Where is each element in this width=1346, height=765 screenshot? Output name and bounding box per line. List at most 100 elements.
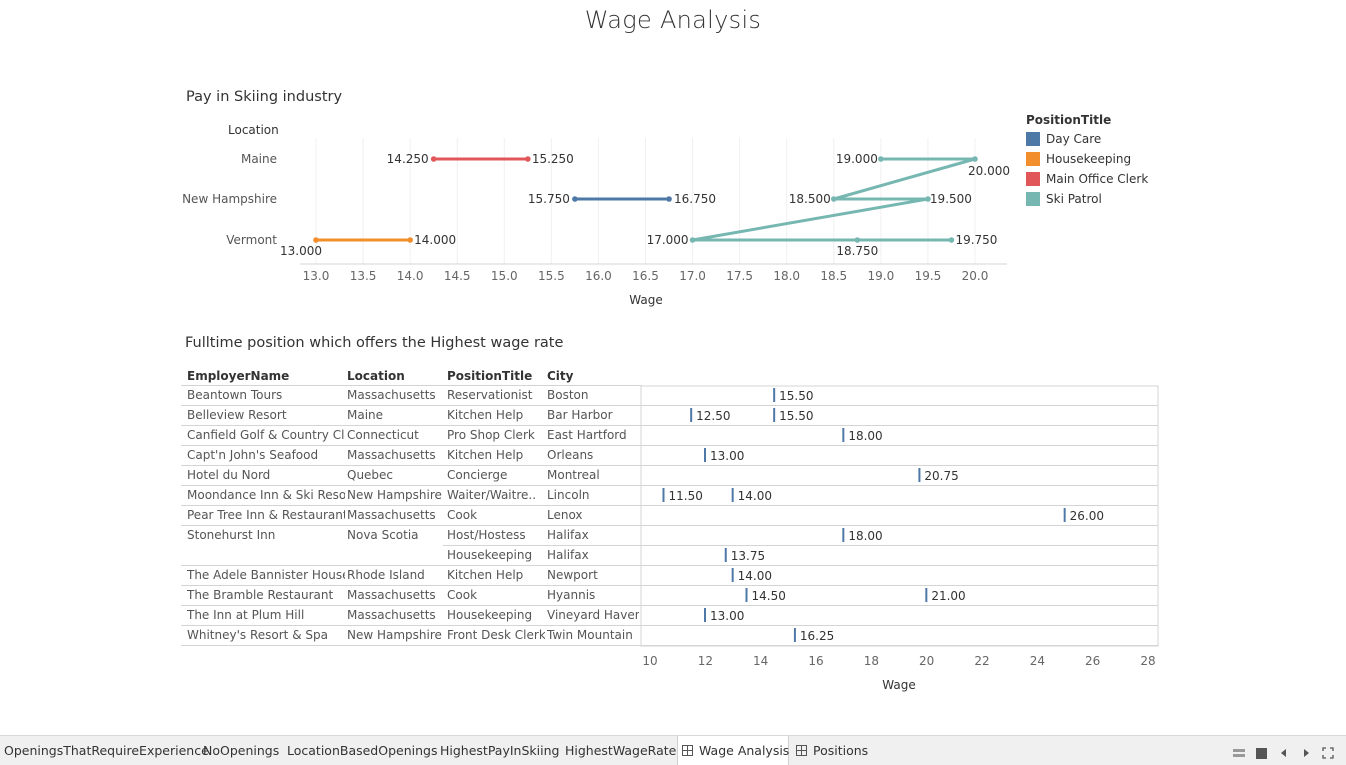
row-divider (181, 405, 1158, 406)
x-tick-label: 13.5 (350, 269, 377, 283)
legend-label: Day Care (1046, 132, 1102, 146)
cell-position: Pro Shop Clerk (447, 428, 535, 442)
cell-position: Front Desk Clerk (447, 628, 545, 642)
row-divider (181, 505, 1158, 506)
row-divider (181, 525, 1158, 526)
wage-label: 14.00 (738, 489, 772, 503)
wage-mark (731, 568, 734, 582)
data-point (430, 156, 437, 162)
cell-location: Nova Scotia (347, 528, 419, 542)
cell-employer: Pear Tree Inn & Restaurant (187, 508, 345, 522)
legend-swatch (1026, 172, 1040, 186)
data-point (972, 156, 978, 162)
tab-label: LocationBasedOpenings (287, 743, 438, 758)
cell-city: Hyannis (547, 588, 596, 602)
tab-highestpayinskiing[interactable]: HighestPayInSkiing (436, 736, 559, 765)
header-position-title[interactable]: PositionTitle (447, 369, 533, 383)
data-point (878, 156, 884, 162)
x-tick-label: 28 (1140, 654, 1155, 668)
data-point (830, 196, 837, 202)
legend-item[interactable]: Housekeeping (1026, 149, 1148, 169)
cell-city: Bar Harbor (547, 408, 613, 422)
cell-employer: Canfield Golf & Country Cl.. (187, 428, 345, 442)
x-tick-label: 18.5 (820, 269, 847, 283)
filmstrip-view-icon[interactable] (1256, 744, 1268, 763)
wage-mark (704, 448, 706, 462)
header-city[interactable]: City (547, 369, 574, 383)
previous-sheet-icon[interactable] (1280, 744, 1288, 763)
tab-label: Wage Analysis (699, 743, 790, 758)
data-label: 15.250 (532, 152, 574, 166)
table-header-divider (181, 385, 642, 386)
cell-position: Host/Hostess (447, 528, 526, 542)
x-tick-label: 20 (919, 654, 934, 668)
wage-label: 12.50 (696, 409, 730, 423)
x-tick-label: 16 (808, 654, 823, 668)
fullscreen-icon[interactable] (1322, 744, 1334, 763)
tab-positions[interactable]: Positions (792, 736, 872, 765)
header-employer-name[interactable]: EmployerName (187, 369, 290, 383)
x-tick-label: 14.5 (444, 269, 471, 283)
x-tick-label: 16.5 (632, 269, 659, 283)
grid-view-icon[interactable] (1233, 744, 1245, 763)
legend-item[interactable]: Ski Patrol (1026, 189, 1148, 209)
x-tick-label: 19.5 (915, 269, 942, 283)
x-tick-label: 16.0 (585, 269, 612, 283)
next-sheet-icon[interactable] (1302, 744, 1310, 763)
tab-locationbasedopenings[interactable]: LocationBasedOpenings (283, 736, 437, 765)
legend-swatch (1026, 192, 1040, 206)
x-axis-title: Wage (882, 678, 915, 692)
tab-label: NoOpenings (203, 743, 280, 758)
cell-employer: Belleview Resort (187, 408, 287, 422)
x-tick-label: 26 (1085, 654, 1100, 668)
row-divider (181, 625, 1158, 626)
cell-location: Maine (347, 408, 384, 422)
legend-item[interactable]: Day Care (1026, 129, 1148, 149)
tab-label: HighestWageRate (565, 743, 677, 758)
cell-location: Quebec (347, 468, 394, 482)
row-divider (181, 605, 1158, 606)
cell-employer: Moondance Inn & Ski Reso.. (187, 488, 345, 502)
cell-city: Orleans (547, 448, 594, 462)
x-tick-label: 13.0 (303, 269, 330, 283)
tab-label: HighestPayInSkiing (440, 743, 560, 758)
legend-item[interactable]: Main Office Clerk (1026, 169, 1148, 189)
cell-city: Newport (547, 568, 598, 582)
x-tick-label: 15.5 (538, 269, 565, 283)
wage-mark (842, 428, 845, 442)
cell-location: Massachusetts (347, 588, 436, 602)
row-label: Vermont (226, 233, 277, 247)
legend: PositionTitle Day Care Housekeeping Main O… (1026, 113, 1148, 209)
wage-mark (731, 488, 734, 502)
tab-noopenings[interactable]: NoOpenings (199, 736, 279, 765)
data-label: 15.750 (528, 192, 570, 206)
tab-openingsthatrequireexperience[interactable]: OpeningsThatRequireExperience (0, 736, 209, 765)
cell-employer: Hotel du Nord (187, 468, 271, 482)
x-tick-label: 10 (642, 654, 657, 668)
cell-position: Concierge (447, 468, 508, 482)
cell-employer: Whitney's Resort & Spa (187, 628, 328, 642)
wage-label: 20.75 (924, 469, 958, 483)
x-tick-label: 22 (974, 654, 989, 668)
wage-mark (745, 588, 748, 602)
header-location[interactable]: Location (347, 369, 405, 383)
cell-city: Halifax (547, 528, 589, 542)
wage-mark (918, 468, 921, 482)
wage-label: 18.00 (848, 529, 882, 543)
skiing-chart-title: Pay in Skiing industry (186, 89, 343, 105)
x-tick-label: 14.0 (397, 269, 424, 283)
tab-wage-analysis[interactable]: Wage Analysis (677, 736, 789, 765)
tab-highestwagerate[interactable]: HighestWageRate (561, 736, 676, 765)
x-tick-label: 17.0 (679, 269, 706, 283)
data-label: 19.000 (836, 152, 878, 166)
cell-city: Boston (547, 388, 589, 402)
cell-location: Connecticut (347, 428, 419, 442)
wage-label: 14.00 (738, 569, 772, 583)
wage-mark (704, 608, 706, 622)
row-label: New Hampshire (182, 192, 277, 206)
data-label: 18.750 (836, 244, 878, 258)
legend-label: Main Office Clerk (1046, 172, 1149, 186)
data-point (407, 237, 413, 243)
data-label: 13.000 (280, 244, 322, 258)
cell-city: Halifax (547, 548, 589, 562)
